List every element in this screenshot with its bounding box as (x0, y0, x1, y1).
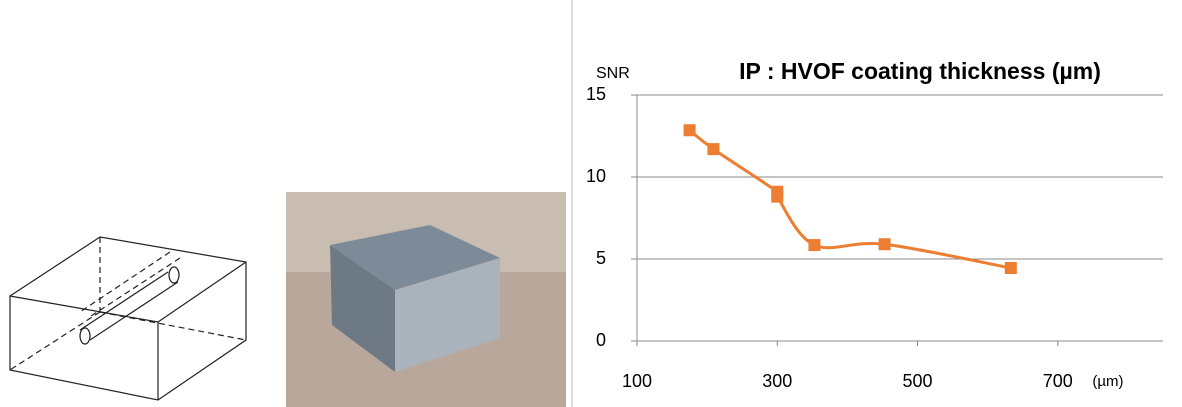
y-tick-label: 15 (586, 84, 606, 104)
photo (286, 192, 566, 407)
y-tick-label: 0 (596, 330, 606, 350)
page: SNR IP : HVOF coating thickness (µm) (µm… (0, 0, 1182, 407)
box-drawing (10, 237, 246, 400)
marker (684, 124, 696, 136)
y-tick-label: 10 (586, 166, 606, 186)
marker (771, 191, 783, 203)
x-tick-label: 100 (622, 371, 652, 391)
marker (707, 143, 719, 155)
series-line (690, 130, 1011, 268)
x-axis-label: (µm) (1092, 373, 1123, 390)
marker (808, 239, 820, 251)
x-tick-label: 700 (1043, 371, 1073, 391)
x-tick-label: 500 (903, 371, 933, 391)
figure: SNR IP : HVOF coating thickness (µm) (µm… (0, 0, 1182, 407)
marker (879, 238, 891, 250)
y-tick-label: 5 (596, 248, 606, 268)
y-axis-label: SNR (596, 65, 630, 82)
marker (1005, 262, 1017, 274)
chart-title: IP : HVOF coating thickness (µm) (739, 58, 1101, 84)
x-tick-label: 300 (762, 371, 792, 391)
